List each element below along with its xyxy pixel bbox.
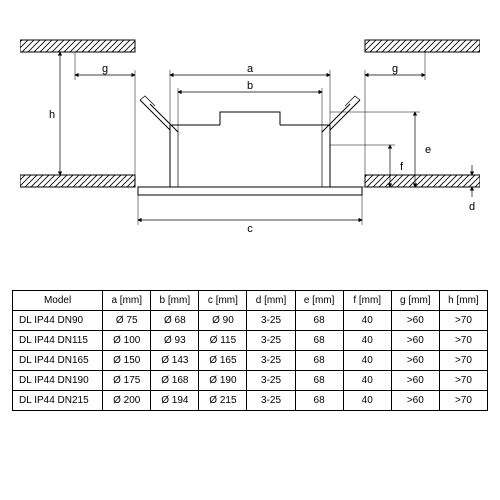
cell-value: 40 xyxy=(343,311,391,331)
dim-label-h: h xyxy=(49,109,55,121)
dim-label-f: f xyxy=(400,161,404,173)
cell-value: Ø 90 xyxy=(199,311,247,331)
col-dim: e [mm] xyxy=(295,291,343,311)
cell-value: Ø 190 xyxy=(199,371,247,391)
cell-value: >70 xyxy=(439,371,487,391)
technical-drawing: a b g g h c e f d xyxy=(20,30,480,260)
cell-value: 3-25 xyxy=(247,311,295,331)
cell-model: DL IP44 DN115 xyxy=(13,331,103,351)
table-row: DL IP44 DN90Ø 75Ø 68Ø 903-256840>60>70 xyxy=(13,311,488,331)
cell-value: Ø 168 xyxy=(151,371,199,391)
col-dim: a [mm] xyxy=(103,291,151,311)
cell-model: DL IP44 DN165 xyxy=(13,351,103,371)
cell-value: 68 xyxy=(295,331,343,351)
cell-value: >70 xyxy=(439,311,487,331)
cell-value: Ø 93 xyxy=(151,331,199,351)
cell-value: 3-25 xyxy=(247,331,295,351)
dim-label-g-left: g xyxy=(102,63,108,75)
table-row: DL IP44 DN115Ø 100Ø 93Ø 1153-256840>60>7… xyxy=(13,331,488,351)
cell-value: 68 xyxy=(295,391,343,411)
dimensions-table: Modela [mm]b [mm]c [mm]d [mm]e [mm]f [mm… xyxy=(12,290,488,411)
cell-value: Ø 165 xyxy=(199,351,247,371)
col-dim: d [mm] xyxy=(247,291,295,311)
dim-label-a: a xyxy=(247,63,254,75)
cell-value: >70 xyxy=(439,351,487,371)
cell-value: Ø 75 xyxy=(103,311,151,331)
col-dim: c [mm] xyxy=(199,291,247,311)
cell-value: Ø 100 xyxy=(103,331,151,351)
table-row: DL IP44 DN215Ø 200Ø 194Ø 2153-256840>60>… xyxy=(13,391,488,411)
dim-label-b: b xyxy=(247,80,253,92)
cell-value: Ø 215 xyxy=(199,391,247,411)
cell-value: Ø 194 xyxy=(151,391,199,411)
cell-value: 40 xyxy=(343,391,391,411)
cell-model: DL IP44 DN190 xyxy=(13,371,103,391)
cell-value: >60 xyxy=(391,351,439,371)
cell-model: DL IP44 DN215 xyxy=(13,391,103,411)
dim-label-d: d xyxy=(469,201,475,213)
table-row: DL IP44 DN165Ø 150Ø 143Ø 1653-256840>60>… xyxy=(13,351,488,371)
col-dim: h [mm] xyxy=(439,291,487,311)
dim-label-e: e xyxy=(425,144,431,156)
cell-value: 68 xyxy=(295,351,343,371)
cell-value: >60 xyxy=(391,331,439,351)
cell-value: >60 xyxy=(391,371,439,391)
dim-label-c: c xyxy=(247,223,253,235)
dim-label-g-right: g xyxy=(392,63,398,75)
cell-value: Ø 175 xyxy=(103,371,151,391)
cell-value: 3-25 xyxy=(247,391,295,411)
cell-value: 40 xyxy=(343,331,391,351)
col-dim: g [mm] xyxy=(391,291,439,311)
cell-value: 68 xyxy=(295,371,343,391)
cell-value: 40 xyxy=(343,371,391,391)
cell-value: Ø 68 xyxy=(151,311,199,331)
cell-value: 68 xyxy=(295,311,343,331)
cell-value: >70 xyxy=(439,391,487,411)
cell-model: DL IP44 DN90 xyxy=(13,311,103,331)
cell-value: 40 xyxy=(343,351,391,371)
cell-value: >60 xyxy=(391,391,439,411)
cell-value: Ø 200 xyxy=(103,391,151,411)
cell-value: Ø 143 xyxy=(151,351,199,371)
col-dim: b [mm] xyxy=(151,291,199,311)
cell-value: >60 xyxy=(391,311,439,331)
cell-value: Ø 115 xyxy=(199,331,247,351)
cell-value: >70 xyxy=(439,331,487,351)
cell-value: 3-25 xyxy=(247,351,295,371)
table-row: DL IP44 DN190Ø 175Ø 168Ø 1903-256840>60>… xyxy=(13,371,488,391)
col-dim: f [mm] xyxy=(343,291,391,311)
col-model: Model xyxy=(13,291,103,311)
cell-value: 3-25 xyxy=(247,371,295,391)
cell-value: Ø 150 xyxy=(103,351,151,371)
